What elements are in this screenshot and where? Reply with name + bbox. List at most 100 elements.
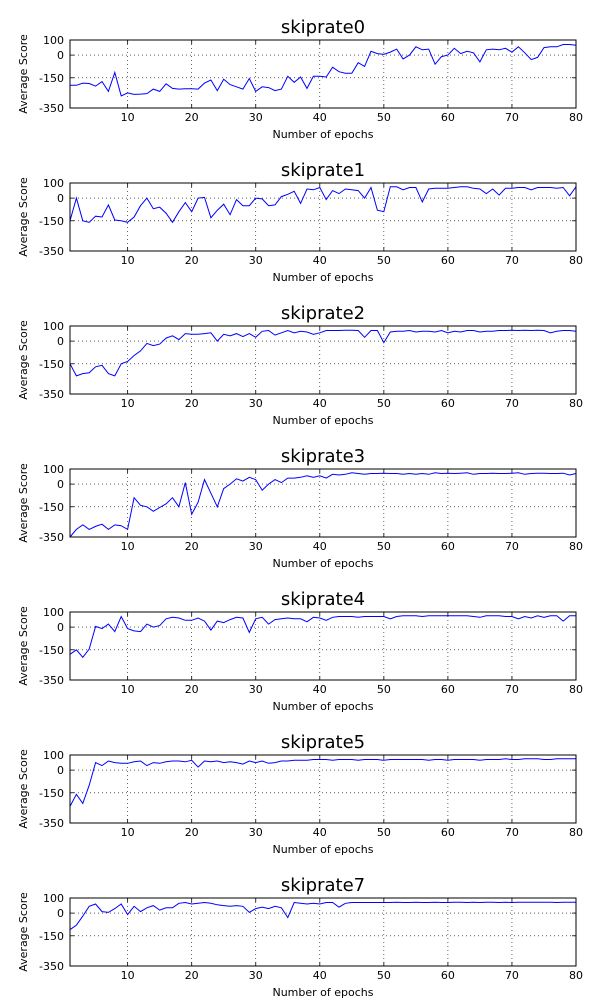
subplot-skiprate7: skiprate7 10 20 30 40 50 60 70 80 100 0 -150 -350 Num… (17, 875, 583, 999)
y-tick-label: -350 (39, 245, 64, 258)
y-tick-label: -350 (39, 960, 64, 973)
y-tick-label: -150 (39, 501, 64, 514)
x-tick-label: 60 (441, 111, 455, 124)
x-tick-label: 80 (569, 111, 583, 124)
y-axis-label: Average Score (17, 34, 30, 114)
x-tick-label: 80 (569, 969, 583, 982)
x-tick-label: 10 (121, 683, 135, 696)
x-tick-label: 50 (377, 540, 391, 553)
y-tick-label: -350 (39, 817, 64, 830)
y-tick-label: 0 (57, 907, 64, 920)
y-tick-label: 100 (43, 177, 64, 190)
x-tick-label: 70 (505, 826, 519, 839)
series-line (69, 615, 576, 659)
x-tick-label: 20 (185, 683, 199, 696)
subplot-skiprate3: skiprate3 10 20 30 40 50 60 70 80 100 0 -150 -350 Num… (17, 446, 583, 570)
x-axis-label: Number of epochs (272, 414, 373, 427)
x-tick-label: 10 (121, 826, 135, 839)
subplot-skiprate5: skiprate5 10 20 30 40 50 60 70 80 100 0 -150 -350 Num… (17, 732, 583, 856)
y-tick-label: 100 (43, 892, 64, 905)
chart-title: skiprate0 (281, 17, 365, 38)
x-axis-label: Number of epochs (272, 557, 373, 570)
y-axis-label: Average Score (17, 892, 30, 972)
x-tick-label: 30 (249, 826, 263, 839)
y-tick-label: -350 (39, 388, 64, 401)
chart-title: skiprate4 (281, 589, 365, 610)
y-axis-label: Average Score (17, 606, 30, 686)
y-tick-label: 0 (57, 335, 64, 348)
x-tick-label: 40 (313, 540, 327, 553)
x-tick-label: 50 (377, 111, 391, 124)
x-tick-label: 20 (185, 111, 199, 124)
axes-frame (69, 182, 577, 252)
x-tick-label: 40 (313, 254, 327, 267)
x-tick-label: 50 (377, 397, 391, 410)
x-tick-label: 40 (313, 111, 327, 124)
x-tick-label: 50 (377, 254, 391, 267)
x-tick-label: 80 (569, 540, 583, 553)
y-tick-label: 0 (57, 478, 64, 491)
y-axis-label: Average Score (17, 463, 30, 543)
y-tick-label: 100 (43, 320, 64, 333)
x-tick-label: 30 (249, 683, 263, 696)
y-tick-label: 100 (43, 749, 64, 762)
chart-title: skiprate3 (281, 446, 365, 467)
chart-title: skiprate7 (281, 875, 365, 896)
x-axis-label: Number of epochs (272, 843, 373, 856)
axes-frame (69, 611, 577, 681)
y-tick-label: -350 (39, 531, 64, 544)
subplot-skiprate2: skiprate2 10 20 30 40 50 60 70 80 100 0 -150 -350 Num… (17, 303, 583, 427)
x-tick-label: 10 (121, 111, 135, 124)
series-line (70, 44, 577, 97)
series-line (69, 472, 577, 538)
axes-frame (69, 39, 577, 109)
x-tick-label: 70 (505, 683, 519, 696)
x-tick-label: 60 (441, 826, 455, 839)
axes-frame (69, 897, 577, 967)
x-tick-label: 40 (313, 683, 327, 696)
y-tick-label: 100 (43, 34, 64, 47)
y-tick-label: -150 (39, 72, 64, 85)
subplot-skiprate0: skiprate0 10 20 30 40 50 60 70 80 100 0 -150 -350 Num… (17, 17, 583, 141)
axes-frame (69, 325, 577, 395)
series-line (69, 329, 577, 377)
x-axis-label: Number of epochs (272, 128, 373, 141)
chart-title: skiprate2 (281, 303, 365, 324)
y-tick-label: -150 (39, 644, 64, 657)
x-tick-label: 20 (185, 540, 199, 553)
x-tick-label: 50 (377, 969, 391, 982)
x-tick-label: 80 (569, 254, 583, 267)
y-axis-label: Average Score (17, 320, 30, 400)
x-tick-label: 60 (441, 540, 455, 553)
y-tick-label: 0 (57, 192, 64, 205)
x-tick-label: 80 (569, 826, 583, 839)
subplot-skiprate1: skiprate1 10 20 30 40 50 60 70 80 100 0 -150 -350 Num… (17, 160, 583, 284)
series-line (69, 901, 576, 931)
y-tick-label: 100 (43, 606, 64, 619)
x-tick-label: 10 (121, 969, 135, 982)
x-tick-label: 20 (185, 254, 199, 267)
axes-frame (69, 754, 577, 824)
x-tick-label: 10 (121, 397, 135, 410)
y-tick-label: 100 (43, 463, 64, 476)
x-tick-label: 40 (313, 826, 327, 839)
x-tick-label: 70 (505, 397, 519, 410)
x-tick-label: 30 (249, 969, 263, 982)
x-tick-label: 10 (121, 540, 135, 553)
x-tick-label: 60 (441, 397, 455, 410)
x-tick-label: 80 (569, 683, 583, 696)
x-tick-label: 40 (313, 397, 327, 410)
x-tick-label: 60 (441, 254, 455, 267)
y-tick-label: 0 (57, 49, 64, 62)
x-tick-label: 70 (505, 111, 519, 124)
chart-title: skiprate5 (281, 732, 365, 753)
x-axis-label: Number of epochs (272, 271, 373, 284)
subplot-skiprate4: skiprate4 10 20 30 40 50 60 70 80 100 0 -150 -350 Num… (17, 589, 583, 713)
y-tick-label: -350 (39, 102, 64, 115)
y-tick-label: -150 (39, 930, 64, 943)
y-axis-label: Average Score (17, 177, 30, 257)
y-tick-label: -150 (39, 358, 64, 371)
x-tick-label: 30 (249, 254, 263, 267)
y-tick-label: 0 (57, 764, 64, 777)
